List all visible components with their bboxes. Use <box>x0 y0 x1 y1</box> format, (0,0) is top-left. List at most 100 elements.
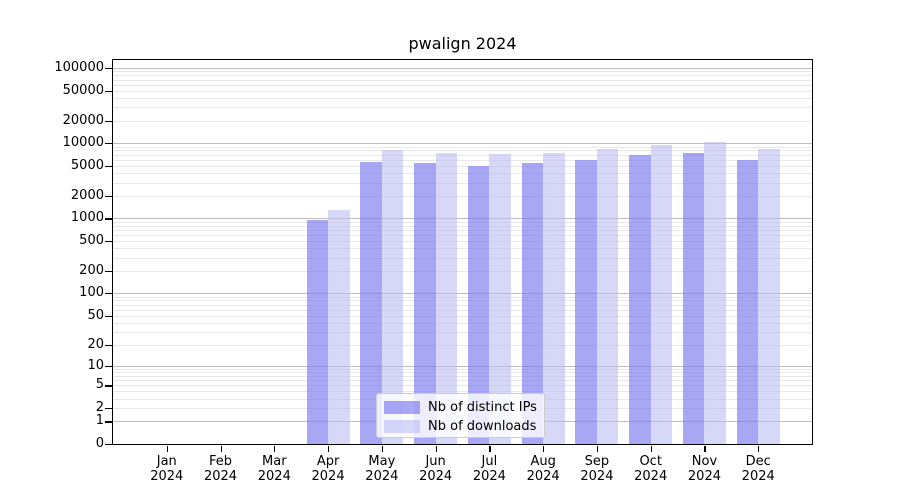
minor-gridline <box>113 173 812 175</box>
legend-row-distinct-ips: Nb of distinct IPs <box>377 398 544 417</box>
major-gridline <box>113 365 812 367</box>
minor-gridline <box>113 304 812 306</box>
major-gridline <box>113 143 812 145</box>
y-tick-mark <box>105 315 112 317</box>
minor-gridline <box>113 75 812 77</box>
major-gridline <box>113 68 812 69</box>
minor-gridline <box>113 315 812 317</box>
x-tick-mark <box>489 446 491 452</box>
y-tick-label: 5 <box>95 377 104 393</box>
x-tick-label: Mar 2024 <box>242 454 306 484</box>
x-tick-label: Jan 2024 <box>135 454 199 484</box>
x-tick-month: Oct <box>639 454 662 469</box>
x-tick-year: 2024 <box>311 469 345 484</box>
y-tick-mark <box>105 218 112 220</box>
y-tick-label: 100 <box>79 285 104 301</box>
minor-gridline <box>113 391 812 393</box>
bar-downloads <box>596 149 619 444</box>
minor-gridline <box>113 154 812 156</box>
y-tick-label: 5000 <box>70 157 104 173</box>
bar-distinct-ips <box>575 159 597 444</box>
y-tick-mark <box>105 165 112 168</box>
minor-gridline <box>113 344 812 346</box>
x-tick-month: Aug <box>530 454 556 469</box>
minor-gridline <box>113 270 812 272</box>
x-tick-label: Sep 2024 <box>565 454 629 484</box>
minor-gridline <box>113 107 812 109</box>
bar-downloads <box>650 144 673 444</box>
x-tick-label: Dec 2024 <box>726 454 790 484</box>
y-tick-label: 10000 <box>62 135 104 151</box>
bar-distinct-ips <box>360 162 382 444</box>
y-tick-mark <box>105 444 112 446</box>
bar-downloads <box>543 153 565 444</box>
bar-distinct-ips <box>414 162 436 444</box>
y-tick-mark <box>105 68 112 70</box>
y-tick-label: 50000 <box>62 82 104 98</box>
minor-gridline <box>113 195 812 197</box>
x-tick-month: Nov <box>691 454 718 469</box>
bar-distinct-ips <box>467 165 490 444</box>
x-tick-month: Jul <box>481 454 498 469</box>
minor-gridline <box>113 248 812 250</box>
legend-swatch-distinct-ips <box>384 401 420 414</box>
y-tick-mark <box>105 293 112 295</box>
minor-gridline <box>113 376 812 378</box>
minor-gridline <box>113 90 812 92</box>
x-tick-year: 2024 <box>150 469 184 484</box>
y-tick-mark <box>105 195 112 197</box>
legend-label-distinct-ips: Nb of distinct IPs <box>428 400 537 415</box>
minor-gridline <box>113 120 812 122</box>
x-tick-month: Dec <box>745 454 771 469</box>
x-tick-month: Mar <box>262 454 287 469</box>
y-tick-mark <box>105 270 112 272</box>
x-tick-year: 2024 <box>203 469 238 484</box>
legend-label-downloads: Nb of downloads <box>428 419 537 434</box>
minor-gridline <box>113 372 812 374</box>
y-tick-label: 2000 <box>70 187 104 203</box>
x-tick-mark <box>704 446 706 452</box>
major-gridline <box>113 293 812 295</box>
y-tick-label: 20000 <box>62 112 104 128</box>
bar-distinct-ips <box>306 220 329 444</box>
x-tick-mark <box>274 446 276 452</box>
minor-gridline <box>113 309 812 311</box>
minor-gridline <box>113 331 812 333</box>
minor-gridline <box>113 97 812 99</box>
minor-gridline <box>113 257 812 259</box>
legend-row-downloads: Nb of downloads <box>377 417 544 436</box>
y-tick-label: 500 <box>79 232 104 248</box>
minor-gridline <box>113 235 812 237</box>
bar-distinct-ips <box>736 159 759 444</box>
bar-downloads <box>489 154 511 444</box>
x-tick-year: 2024 <box>419 469 453 484</box>
y-tick-mark <box>105 385 112 387</box>
x-tick-year: 2024 <box>741 469 775 484</box>
x-tick-mark <box>543 446 545 452</box>
y-tick-label: 1 <box>95 413 104 429</box>
x-tick-year: 2024 <box>472 469 506 484</box>
x-tick-month: Apr <box>316 454 340 469</box>
x-tick-month: Feb <box>209 454 233 469</box>
y-tick-label: 20 <box>87 336 104 352</box>
x-tick-year: 2024 <box>257 469 291 484</box>
bar-downloads <box>328 209 350 444</box>
x-tick-month: Jun <box>425 454 446 469</box>
minor-gridline <box>113 146 812 148</box>
x-tick-label: Jul 2024 <box>457 454 521 484</box>
y-tick-label: 2 <box>95 400 104 416</box>
x-tick-year: 2024 <box>526 469 560 484</box>
x-tick-month: May <box>368 454 396 469</box>
x-tick-year: 2024 <box>634 469 668 484</box>
minor-gridline <box>113 380 812 382</box>
x-tick-mark <box>596 446 599 452</box>
x-tick-month: Jan <box>156 454 177 469</box>
x-tick-mark <box>381 446 384 452</box>
bar-distinct-ips <box>521 163 544 444</box>
minor-gridline <box>113 322 812 324</box>
minor-gridline <box>113 221 812 223</box>
y-tick-label: 100000 <box>54 60 104 75</box>
minor-gridline <box>113 79 812 81</box>
x-tick-label: Jun 2024 <box>404 454 468 484</box>
